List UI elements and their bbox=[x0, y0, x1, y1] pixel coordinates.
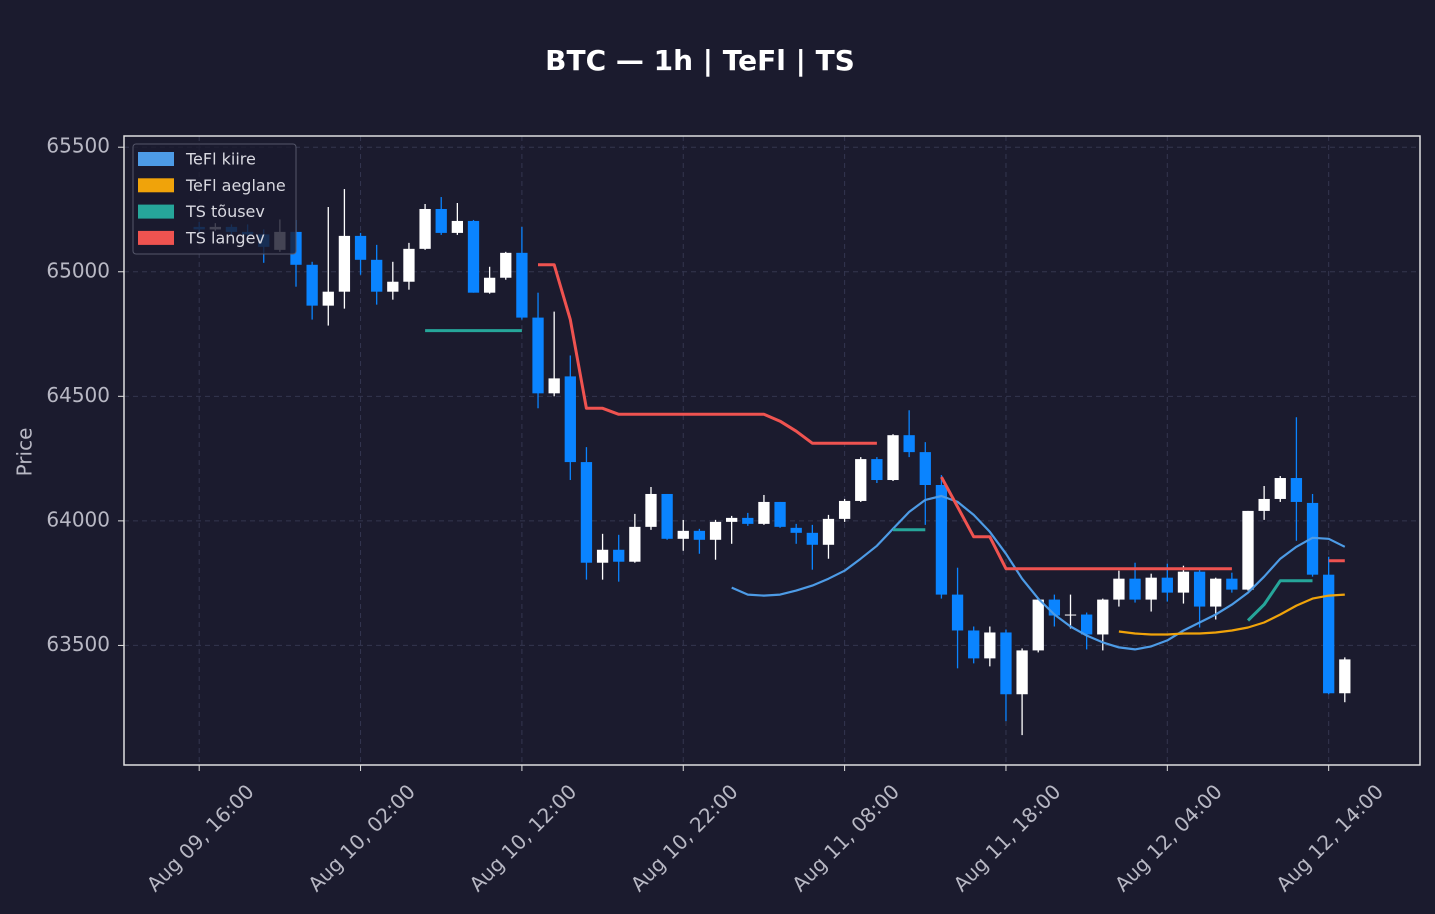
legend-label: TS langev bbox=[185, 228, 265, 247]
candle-body bbox=[903, 435, 915, 453]
candle-body bbox=[1080, 614, 1093, 635]
candle-body bbox=[822, 518, 835, 545]
candle-body bbox=[984, 632, 996, 659]
candle-body bbox=[968, 630, 980, 659]
candle-body bbox=[1242, 510, 1254, 590]
candle-body bbox=[1258, 498, 1270, 511]
y-tick-label: 65500 bbox=[46, 134, 110, 158]
candle-body bbox=[919, 452, 931, 486]
candle-body bbox=[451, 220, 464, 233]
legend: TeFl kiire TeFl aeglane TS tõusev TS langev bbox=[132, 143, 297, 255]
indicator-line bbox=[731, 494, 1346, 651]
candle-body bbox=[709, 521, 722, 540]
candle-body bbox=[774, 501, 786, 527]
candle-body bbox=[1113, 578, 1125, 600]
candle-body bbox=[677, 530, 689, 539]
legend-swatch bbox=[138, 204, 174, 219]
candle-body bbox=[435, 208, 447, 233]
candle-body bbox=[1226, 578, 1238, 590]
indicator-line bbox=[1118, 593, 1345, 636]
candle-body bbox=[629, 526, 641, 562]
candle-body bbox=[1274, 478, 1286, 499]
candle-body bbox=[1177, 571, 1190, 593]
candle-body bbox=[806, 532, 818, 545]
candle-body bbox=[693, 530, 706, 540]
candle-body bbox=[403, 248, 415, 282]
candle-body bbox=[483, 277, 496, 293]
candle-body bbox=[1000, 632, 1012, 695]
candle-body bbox=[419, 208, 431, 249]
candle-body bbox=[1064, 614, 1077, 616]
indicator-line bbox=[538, 263, 1345, 571]
candle-body bbox=[1016, 650, 1028, 695]
candle-body bbox=[871, 459, 883, 481]
plot-area bbox=[193, 189, 1351, 736]
indicator-line bbox=[425, 329, 1313, 622]
candle-body bbox=[855, 459, 867, 501]
candle-body bbox=[532, 317, 544, 394]
candle-body bbox=[1097, 599, 1109, 635]
candle-body bbox=[661, 493, 673, 539]
candle-body bbox=[1210, 578, 1222, 607]
candle-body bbox=[1339, 659, 1351, 694]
candle-body bbox=[790, 527, 802, 533]
y-tick-label: 65000 bbox=[46, 258, 110, 282]
legend-swatch bbox=[138, 230, 174, 245]
candle-body bbox=[516, 252, 528, 318]
candle-body bbox=[338, 235, 351, 292]
candle-body bbox=[1161, 577, 1173, 593]
candle-body bbox=[645, 493, 657, 527]
candle-body bbox=[758, 501, 770, 524]
candle-body bbox=[951, 594, 964, 631]
legend-swatch bbox=[138, 178, 174, 193]
candle-body bbox=[838, 500, 851, 519]
candle-body bbox=[887, 435, 899, 481]
y-tick-label: 63500 bbox=[46, 632, 110, 656]
candle-body bbox=[1193, 571, 1206, 607]
legend-label: TeFl kiire bbox=[185, 150, 256, 169]
chart-title: BTC — 1h | TeFl | TS bbox=[545, 44, 855, 77]
candle-body bbox=[306, 264, 318, 306]
candle-body bbox=[467, 220, 480, 293]
candle-body bbox=[742, 517, 754, 524]
candle-body bbox=[548, 378, 560, 394]
candle-body bbox=[322, 291, 334, 306]
candle-body bbox=[500, 252, 512, 278]
candle-body bbox=[613, 549, 625, 562]
candle-body bbox=[1290, 478, 1303, 502]
legend-swatch bbox=[138, 152, 174, 166]
candle-body bbox=[596, 549, 609, 563]
legend-label: TeFl aeglane bbox=[185, 176, 286, 195]
candle-body bbox=[564, 376, 576, 463]
y-tick-label: 64000 bbox=[46, 507, 110, 531]
candle-body bbox=[371, 259, 383, 292]
plot-frame bbox=[123, 135, 1421, 766]
legend-label: TS tõusev bbox=[185, 202, 265, 221]
candle-body bbox=[1048, 599, 1061, 616]
candle-body bbox=[1145, 577, 1157, 600]
candle-body bbox=[935, 485, 948, 595]
legend-box bbox=[132, 143, 297, 255]
candle-body bbox=[387, 281, 399, 292]
candle-body bbox=[1323, 574, 1335, 694]
candle-body bbox=[1129, 578, 1141, 600]
candle-body bbox=[1032, 599, 1044, 651]
y-axis-label: Price bbox=[13, 428, 37, 477]
y-tick-label: 64500 bbox=[46, 383, 110, 407]
candle-body bbox=[726, 517, 738, 522]
candle-body bbox=[354, 235, 367, 260]
candle-body bbox=[580, 462, 593, 563]
